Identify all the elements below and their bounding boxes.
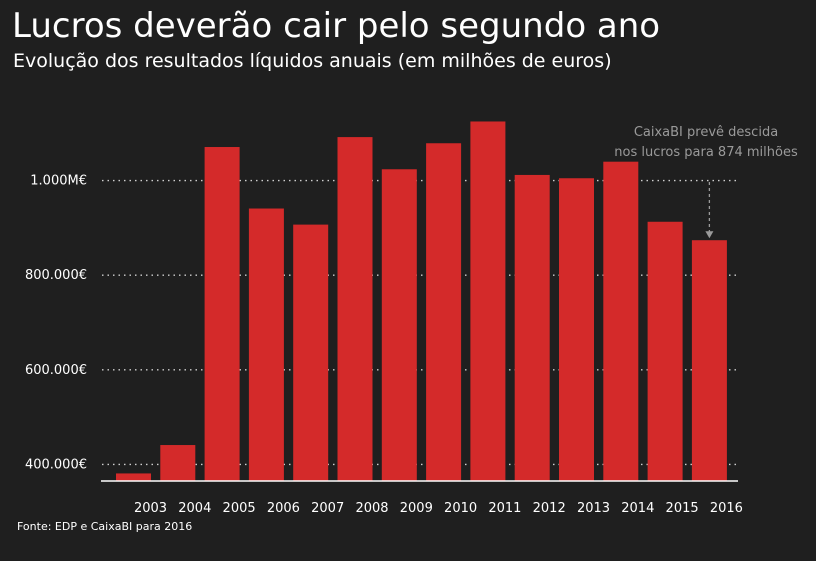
- annotation-text-line: nos lucros para 874 milhões: [614, 145, 798, 160]
- y-tick-label: 800.000€: [25, 268, 87, 283]
- bar-2008: [337, 137, 373, 481]
- annotation-text-line: CaixaBI prevê descida: [634, 125, 778, 140]
- bar-2011: [470, 121, 506, 482]
- x-tick-label-2004: 2004: [178, 501, 211, 516]
- bar-2007: [293, 224, 329, 481]
- bar-2005: [204, 147, 240, 481]
- y-tick-label: 1.000M€: [30, 174, 87, 189]
- y-axis-labels: 400.000€ 600.000€ 800.000€ 1.000M€: [25, 174, 87, 473]
- x-tick-label-2015: 2015: [666, 501, 699, 516]
- x-tick-label-2010: 2010: [444, 501, 477, 516]
- x-tick-label-2007: 2007: [311, 501, 344, 516]
- chart-title: Lucros deverão cair pelo segundo ano: [12, 6, 661, 46]
- chart-subtitle: Evolução dos resultados líquidos anuais …: [13, 50, 612, 72]
- bar-2013: [559, 178, 594, 481]
- x-tick-label-2008: 2008: [355, 501, 388, 516]
- annotation-arrowhead: [705, 231, 714, 239]
- x-tick-label-2005: 2005: [223, 501, 256, 516]
- x-tick-label-2014: 2014: [621, 501, 654, 516]
- bar-2004: [160, 445, 196, 481]
- x-axis-labels: 2003 2004 2005 2006 2007 2008 2009 2010 2011 2012…: [134, 501, 743, 516]
- y-tick-label: 400.000€: [25, 457, 87, 472]
- bar-2009: [381, 169, 417, 481]
- x-tick-label-2011: 2011: [488, 501, 521, 516]
- bar-2010: [426, 143, 462, 482]
- bar-2006: [248, 208, 284, 481]
- x-tick-label-2006: 2006: [267, 501, 300, 516]
- y-tick-label: 600.000€: [25, 363, 87, 378]
- annotation: CaixaBI prevê descida nos lucros para 874…: [614, 125, 798, 239]
- bar-2014: [603, 161, 639, 481]
- source-note: Fonte: EDP e CaixaBI para 2016: [17, 520, 193, 533]
- x-tick-label-2003: 2003: [134, 501, 167, 516]
- bar-2016: [691, 240, 727, 481]
- x-tick-label-2012: 2012: [533, 501, 566, 516]
- x-tick-label-2013: 2013: [577, 501, 610, 516]
- bars: [116, 121, 727, 482]
- x-tick-label-2009: 2009: [400, 501, 433, 516]
- bar-2012: [514, 174, 550, 481]
- bar-2015: [647, 221, 683, 481]
- bar-2003: [116, 473, 151, 481]
- x-tick-label-2016: 2016: [710, 501, 743, 516]
- gridlines: [102, 179, 738, 466]
